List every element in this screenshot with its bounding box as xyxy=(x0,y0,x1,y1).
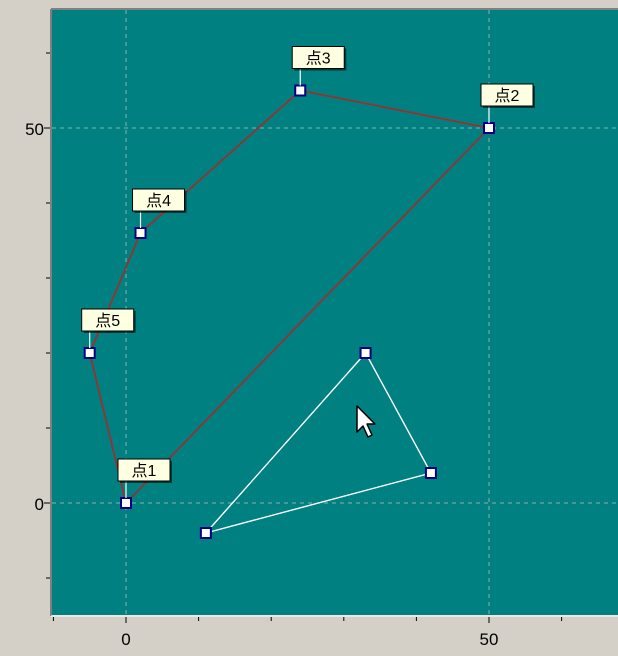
vertex-marker[interactable] xyxy=(294,84,307,97)
point-label-box xyxy=(117,458,171,482)
vertex-marker[interactable] xyxy=(83,347,96,359)
vertex-marker[interactable] xyxy=(483,122,495,134)
point-label-box xyxy=(132,188,186,212)
axis-ticks xyxy=(44,52,563,623)
point-label-box xyxy=(81,308,135,332)
x-tick-label: 50 xyxy=(480,630,499,649)
overlay-vertex-marker[interactable] xyxy=(359,347,372,359)
point-label-text: 点2 xyxy=(495,87,520,105)
overlay-triangle-outline xyxy=(203,351,432,535)
overlay-vertex-marker[interactable] xyxy=(199,527,212,539)
overlay-triangle-series xyxy=(199,347,437,539)
vertex-marker[interactable] xyxy=(120,497,132,509)
vertex-marker[interactable] xyxy=(134,227,147,239)
grid-lines xyxy=(52,10,618,615)
point-label-text: 点4 xyxy=(146,192,171,210)
y-tick-label: 50 xyxy=(25,120,44,139)
point-label-box xyxy=(480,83,534,107)
polygon-outline xyxy=(88,89,491,505)
point-label-box xyxy=(291,46,345,69)
point-label-text: 点5 xyxy=(95,312,120,330)
point-label-text: 点3 xyxy=(306,50,331,68)
point-labels: 点1 点2 点3 点4 点5 xyxy=(81,46,535,498)
arrow-cursor-icon xyxy=(356,405,376,438)
x-tick-label: 0 xyxy=(121,630,130,649)
overlay-vertex-marker[interactable] xyxy=(424,467,437,479)
plot-area[interactable] xyxy=(52,10,618,615)
point-label-text: 点1 xyxy=(132,462,157,480)
y-tick-label: 0 xyxy=(35,495,44,514)
